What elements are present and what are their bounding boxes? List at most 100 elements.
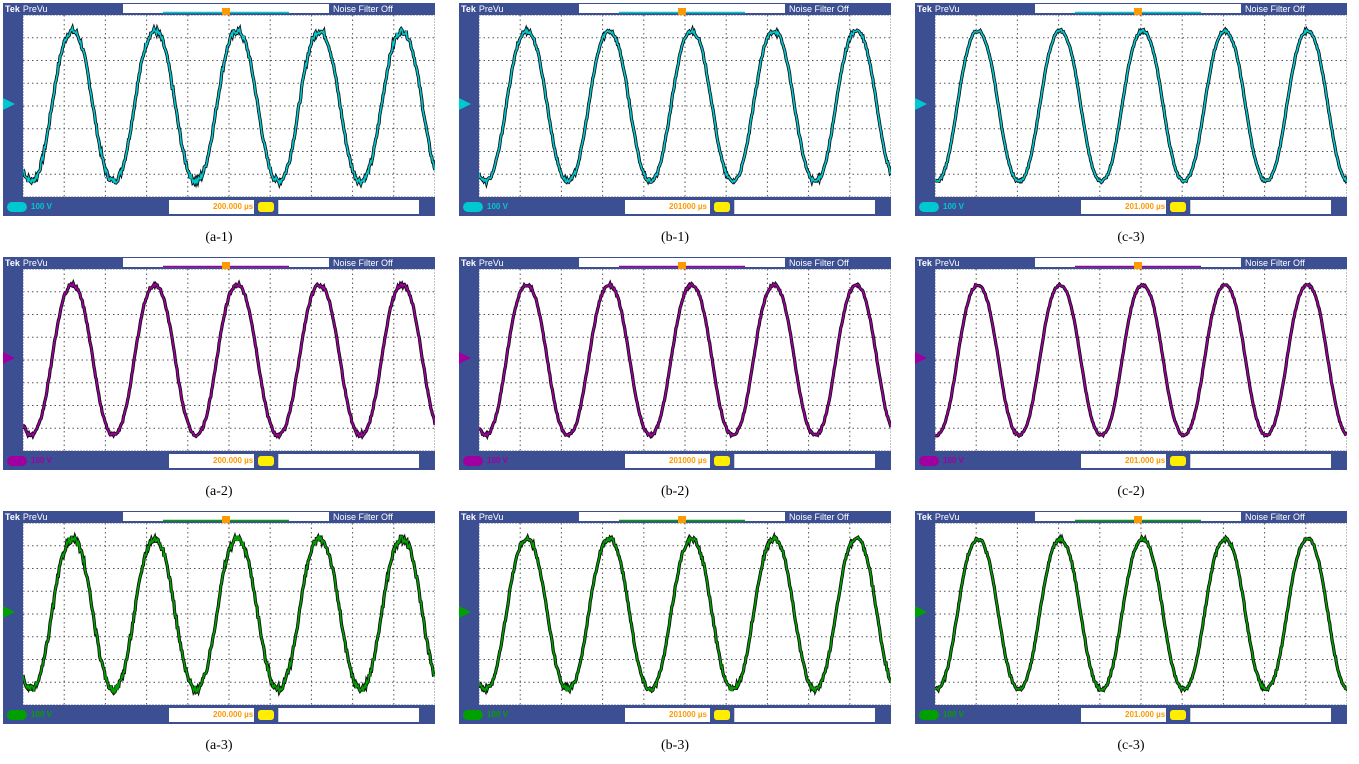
scope-panel: Tek PreVu Noise Filter Off 100 V 200.000 µs (… [3,3,435,253]
timebase-box [625,454,710,468]
graticule-screen [479,15,891,197]
scope-panel: Tek PreVu Noise Filter Off 100 V 201.000 µs (… [915,3,1347,253]
trigger-chip-icon [258,202,274,212]
record-view-icon [619,262,745,271]
brand-logo: Tek [461,4,476,14]
panel-caption: (b-3) [661,738,689,753]
scope-header: Tek PreVu [5,3,48,15]
brand-logo: Tek [5,4,20,14]
channel-chip-icon [463,710,483,720]
brand-logo: Tek [461,512,476,522]
graticule-border [479,269,891,451]
timebase-readout: 200.000 µs [213,710,254,719]
timebase-box [169,708,254,722]
trigger-chip-icon [1170,456,1186,466]
status-box [278,708,419,722]
graticule-border [935,523,1347,705]
brand-logo: Tek [461,258,476,268]
noise-filter-label: Noise Filter Off [333,512,393,522]
waveform-trace [935,535,1347,692]
graticule-screen [479,269,891,451]
channel-chip-icon [7,456,27,466]
channel-marker-icon [915,352,927,364]
oscilloscope-frame: Tek PreVu Noise Filter Off 100 V 200.000 µs [3,511,435,724]
noise-filter-label: Noise Filter Off [789,4,849,14]
brand-logo: Tek [5,512,20,522]
panel-caption: (c-2) [1117,484,1145,499]
record-view-icon [163,516,289,525]
timebase-readout: 201000 µs [669,202,707,211]
scope-panel: Tek PreVu Noise Filter Off 100 V 201000 µs (b… [459,257,891,507]
scope-panel: Tek PreVu Noise Filter Off 100 V 201.000 µs (… [915,511,1347,761]
noise-filter-label: Noise Filter Off [1245,512,1305,522]
record-bar [579,4,785,17]
timebase-box [1081,708,1166,722]
timebase-box [169,454,254,468]
timebase-readout: 201000 µs [669,456,707,465]
waveform-plot [935,15,1347,197]
brand-logo: Tek [917,4,932,14]
graticule-screen [479,523,891,705]
waveform-plot [479,523,891,705]
waveform-trace [479,534,891,694]
timebase-readout: 200.000 µs [213,202,254,211]
channel-chip-icon [7,202,27,212]
trigger-chip-icon [714,202,730,212]
brand-logo: Tek [5,258,20,268]
trigger-chip-icon [714,456,730,466]
waveform-plot [935,523,1347,705]
status-box [278,454,419,468]
panel-caption: (a-3) [205,738,233,753]
mode-label: PreVu [934,258,960,268]
timebase-box [169,200,254,214]
scope-status-bar: 100 V 201.000 µs [915,452,1347,470]
graticule-screen [23,15,435,197]
graticule-border [23,15,435,197]
volts-per-div: 100 V [943,456,964,465]
mode-label: PreVu [478,258,504,268]
graticule-border [479,15,891,197]
timebase-readout: 201000 µs [669,710,707,719]
noise-filter-label: Noise Filter Off [1245,4,1305,14]
volts-per-div: 100 V [487,710,508,719]
scope-panel: Tek PreVu Noise Filter Off 100 V 200.000 µs (… [3,511,435,761]
record-view-icon [1075,262,1201,271]
mode-label: PreVu [478,4,504,14]
trigger-position-marker [222,8,230,17]
status-box [1190,454,1331,468]
trigger-position-marker [678,262,686,271]
oscilloscope-frame: Tek PreVu Noise Filter Off 100 V 200.000 µs [3,3,435,216]
noise-filter-label: Noise Filter Off [333,4,393,14]
graticule-border [935,269,1347,451]
volts-per-div: 100 V [943,202,964,211]
noise-filter-label: Noise Filter Off [789,512,849,522]
scope-panel: Tek PreVu Noise Filter Off 100 V 201000 µs (b… [459,511,891,761]
scope-panel: Tek PreVu Noise Filter Off 100 V 200.000 µs (… [3,257,435,507]
trigger-chip-icon [1170,710,1186,720]
record-bar [123,4,329,17]
scope-header: Tek PreVu [917,511,960,523]
channel-chip-icon [919,710,939,720]
timebase-readout: 201.000 µs [1125,710,1166,719]
record-view-icon [163,262,289,271]
trigger-chip-icon [258,710,274,720]
graticule-screen [935,523,1347,705]
graticule-border [23,523,435,705]
oscilloscope-frame: Tek PreVu Noise Filter Off 100 V 201000 µs [459,3,891,216]
status-box [734,454,875,468]
channel-chip-icon [919,202,939,212]
panel-caption: (b-2) [661,484,689,499]
scope-header: Tek PreVu [917,257,960,269]
oscilloscope-frame: Tek PreVu Noise Filter Off 100 V 201000 µs [459,511,891,724]
record-view-icon [1075,516,1201,525]
scope-status-bar: 100 V 201.000 µs [915,706,1347,724]
mode-label: PreVu [478,512,504,522]
oscilloscope-frame: Tek PreVu Noise Filter Off 100 V 201000 µs [459,257,891,470]
record-bar [123,512,329,525]
timebase-box [625,200,710,214]
brand-logo: Tek [917,258,932,268]
status-box [734,708,875,722]
graticule-border [23,269,435,451]
panel-caption: (a-2) [205,484,233,499]
record-bar [1035,4,1241,17]
